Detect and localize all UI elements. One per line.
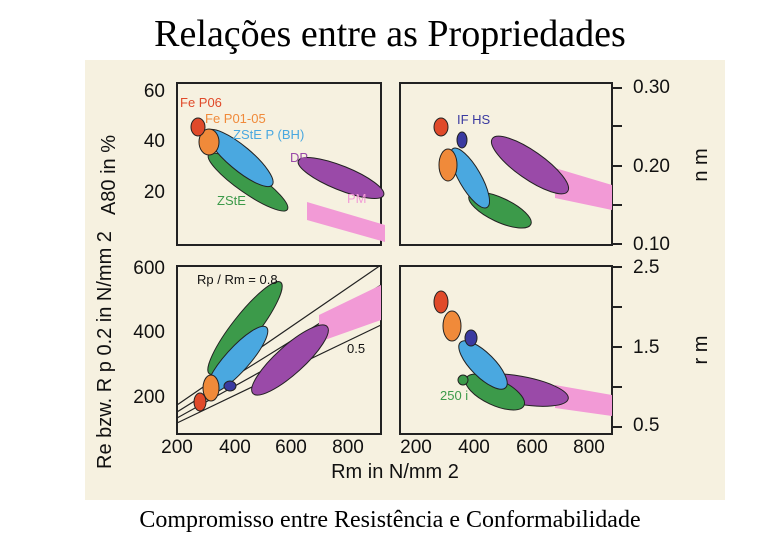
250i-marker [457,374,469,386]
label-250i: 250 i [440,388,468,403]
x-tick-label: 600 [516,437,548,458]
label-fe-p06: Fe P06 [180,95,222,110]
dp-region [251,324,329,396]
property-charts: A80 in % Re bzw. R p 0.2 in N/mm 2 n m r… [94,77,712,483]
x-tick-label: 800 [332,437,364,458]
zste-p-region [450,147,490,209]
fe-p06-region [433,290,449,314]
fe-p01-region [438,148,458,182]
pm-band [307,202,385,242]
if-hs-region [464,329,478,347]
y-axis-label-r: r m [690,336,712,365]
y-tick-label: 0.5 [633,415,659,436]
if-hs-region [223,380,237,392]
label-if-hs: IF HS [457,112,491,127]
right-axis-ticks [612,87,622,428]
y-tick-label: 20 [144,182,165,203]
panel-r: 250 i [433,290,612,416]
fe-p01-region [202,374,220,402]
x-axis-label: Rm in N/mm 2 [331,461,459,483]
x-tick-label: 200 [400,437,432,458]
fe-p01-region [198,128,220,156]
ratio-annotation-05: 0.5 [347,341,365,356]
y-tick-label: 200 [133,387,165,408]
panel-rp: Rp / Rm = 0.8 0.5 [177,266,381,424]
y-tick-label: 40 [144,131,165,152]
y-tick-label: 600 [133,258,165,279]
fe-p06-region [433,117,449,137]
x-tick-label: 400 [219,437,251,458]
x-tick-label: 200 [161,437,193,458]
panel-a80-frame [176,82,382,246]
y-tick-label: 0.20 [633,156,670,177]
y-axis-label-a80: A80 in % [98,135,120,215]
panel-n-frame [399,82,613,246]
y-axis-label-rp: Re bzw. R p 0.2 in N/mm 2 [94,231,116,469]
x-tick-label: 400 [458,437,490,458]
caption: Compromisso entre Resistência e Conforma… [139,507,641,533]
panel-r-frame [399,265,613,435]
zste-p-region [458,340,508,390]
y-tick-label: 400 [133,322,165,343]
fe-p06-region [193,392,207,412]
label-pm: PM [347,191,367,206]
ratio-annotation-08: Rp / Rm = 0.8 [197,272,278,287]
x-tick-label: 800 [573,437,605,458]
pm-band [555,385,612,416]
panel-n: IF HS [433,112,612,229]
fe-p06-region [190,117,206,137]
label-zste: ZStE [217,193,246,208]
y-axis-label-n: n m [690,148,712,181]
if-hs-region [456,131,468,149]
panel-a80: Fe P06 Fe P01-05 ZStE P (BH) DP ZStE PM [180,95,385,242]
y-tick-label: 2.5 [633,257,659,278]
y-tick-label: 1.5 [633,337,659,358]
fe-p01-region [442,310,462,342]
label-fe-p01: Fe P01-05 [205,111,266,126]
panel-rp-frame [176,265,382,435]
pm-band [555,168,612,210]
y-tick-label: 60 [144,81,165,102]
dp-region [297,156,385,200]
pm-band [319,285,381,342]
dp-region [490,135,570,195]
x-tick-label: 600 [275,437,307,458]
page-title: Relações entre as Propriedades [154,13,626,55]
label-dp: DP [290,150,308,165]
y-tick-label: 0.30 [633,77,670,98]
y-tick-label: 0.10 [633,234,670,255]
label-zste-p: ZStE P (BH) [233,127,304,142]
